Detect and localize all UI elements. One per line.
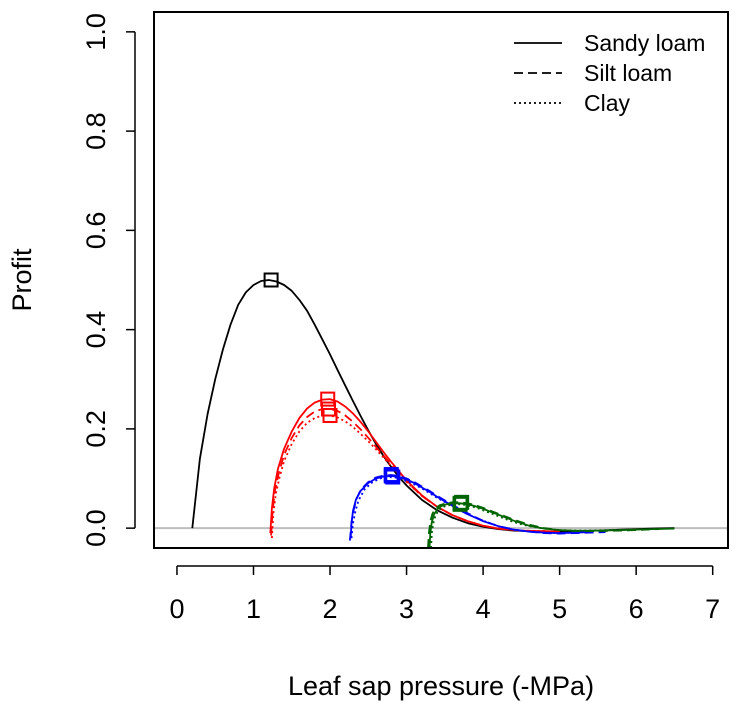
y-tick-label-2: 0.4 bbox=[81, 311, 111, 349]
series-line-8 bbox=[427, 501, 660, 548]
y-tick-label-3: 0.6 bbox=[81, 212, 111, 250]
y-tick-label-0: 0.0 bbox=[81, 509, 111, 547]
optimum-marker-1 bbox=[320, 391, 336, 407]
series-line-3 bbox=[271, 414, 560, 539]
y-tick-label-4: 0.8 bbox=[81, 112, 111, 150]
optimum-marker-5 bbox=[383, 467, 399, 483]
plot-frame bbox=[153, 11, 729, 549]
optimum-marker-6 bbox=[385, 469, 401, 485]
x-axis: 0 1 2 3 4 5 6 7 bbox=[169, 565, 720, 624]
optimum-marker-8 bbox=[454, 494, 470, 510]
x-tick-label-4: 4 bbox=[476, 594, 491, 624]
x-tick-label-6: 6 bbox=[629, 594, 644, 624]
optimum-marker-3 bbox=[322, 407, 338, 423]
y-tick-label-1: 0.2 bbox=[81, 410, 111, 448]
legend-label-2: Clay bbox=[584, 90, 631, 116]
y-tick-label-5: 1.0 bbox=[81, 13, 111, 51]
x-tick-label-7: 7 bbox=[705, 594, 720, 624]
x-axis-title: Leaf sap pressure (-MPa) bbox=[288, 671, 594, 701]
plot-area bbox=[154, 272, 728, 548]
x-tick-label-2: 2 bbox=[323, 594, 338, 624]
legend-label-1: Silt loam bbox=[584, 60, 672, 86]
y-axis: 0.0 0.2 0.4 0.6 0.8 1.0 bbox=[81, 13, 136, 547]
legend: Sandy loam Silt loam Clay bbox=[514, 30, 705, 116]
x-tick-label-0: 0 bbox=[169, 594, 184, 624]
x-tick-label-5: 5 bbox=[552, 594, 567, 624]
optimum-marker-9 bbox=[452, 496, 468, 512]
legend-label-0: Sandy loam bbox=[584, 30, 705, 56]
y-axis-title: Profit bbox=[7, 248, 37, 312]
x-tick-label-1: 1 bbox=[246, 594, 261, 624]
series-line-7 bbox=[428, 502, 675, 548]
x-tick-label-3: 3 bbox=[399, 594, 414, 624]
series-line-2 bbox=[270, 408, 560, 536]
optimum-marker-0 bbox=[263, 272, 279, 288]
